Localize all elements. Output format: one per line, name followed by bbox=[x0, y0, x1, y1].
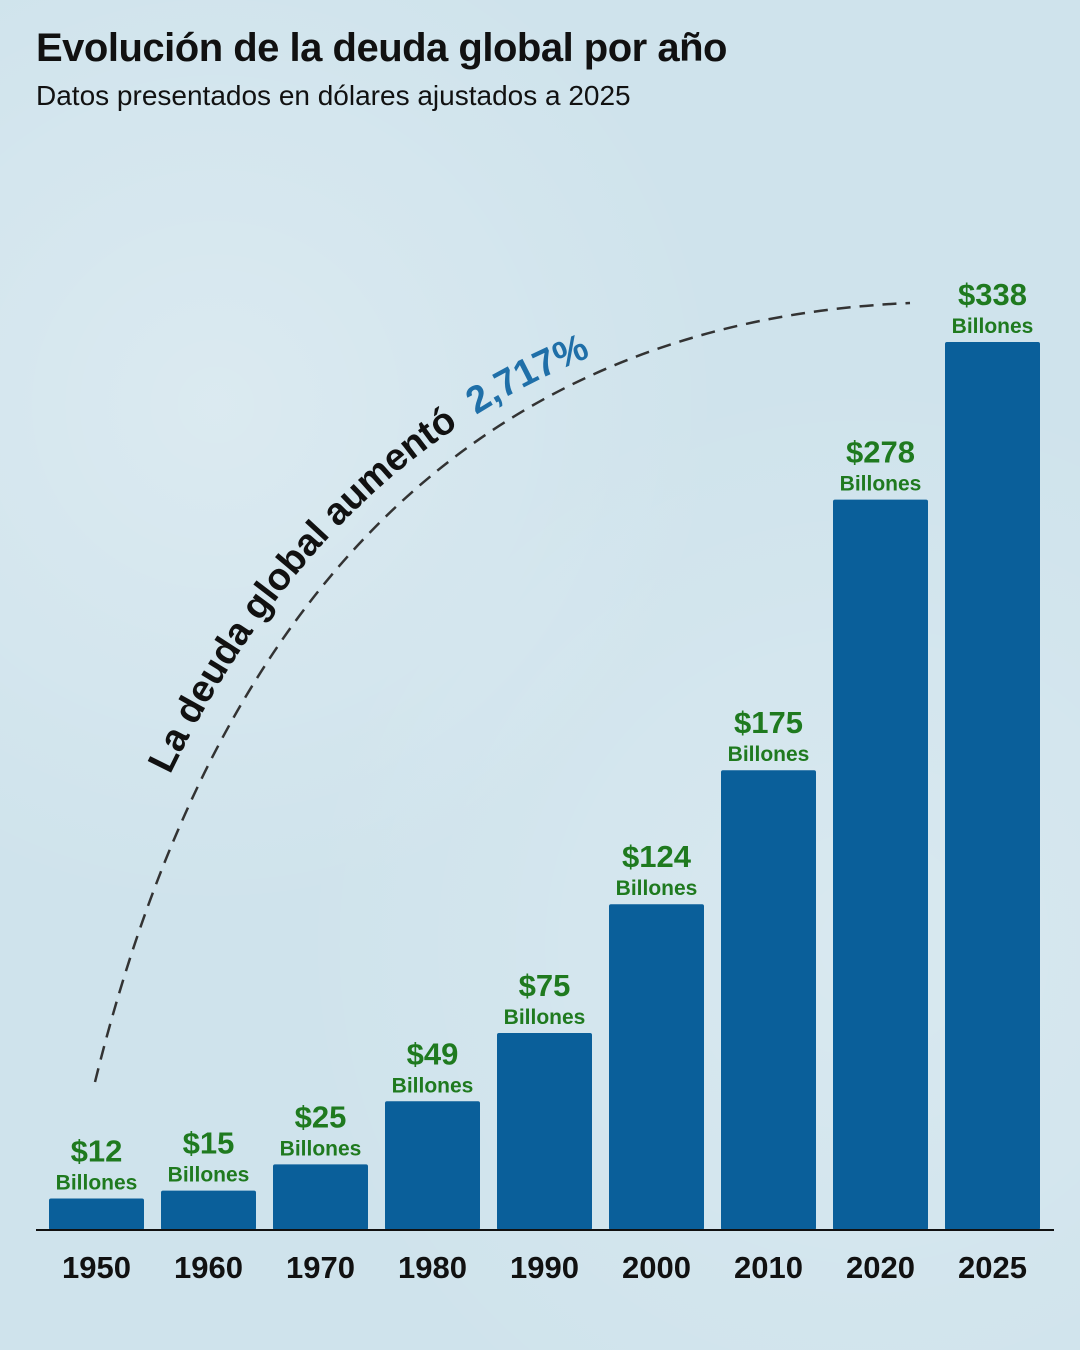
unit-label-2025: Billones bbox=[952, 315, 1034, 338]
unit-label-1980: Billones bbox=[392, 1074, 474, 1097]
x-tick-1950: 1950 bbox=[62, 1250, 131, 1285]
page-title: Evolución de la deuda global por año bbox=[36, 26, 727, 70]
value-label-1950: $12 bbox=[71, 1133, 123, 1168]
unit-label-1990: Billones bbox=[504, 1006, 586, 1029]
bar-1960 bbox=[161, 1190, 256, 1230]
trend-arc bbox=[93, 301, 911, 1083]
value-label-1980: $49 bbox=[407, 1036, 459, 1071]
x-tick-1990: 1990 bbox=[510, 1250, 579, 1285]
bar-1950 bbox=[49, 1198, 144, 1230]
value-label-2020: $278 bbox=[846, 435, 915, 470]
x-tick-1960: 1960 bbox=[174, 1250, 243, 1285]
unit-label-2000: Billones bbox=[616, 877, 698, 900]
annotation: La deuda global aumentó 2,717% bbox=[140, 326, 594, 779]
bar-2010 bbox=[721, 770, 816, 1230]
x-tick-2010: 2010 bbox=[734, 1250, 803, 1285]
bar-2020 bbox=[833, 499, 928, 1230]
bar-1990 bbox=[497, 1032, 592, 1230]
unit-label-1950: Billones bbox=[56, 1171, 138, 1194]
unit-label-1970: Billones bbox=[280, 1137, 362, 1160]
x-tick-2025: 2025 bbox=[958, 1250, 1027, 1285]
annotation-highlight: 2,717% bbox=[459, 326, 594, 422]
value-label-2000: $124 bbox=[622, 839, 692, 874]
value-label-2010: $175 bbox=[734, 705, 803, 740]
bar-2025 bbox=[945, 342, 1040, 1230]
value-label-2025: $338 bbox=[958, 277, 1027, 312]
x-tick-1970: 1970 bbox=[286, 1250, 355, 1285]
annotation-text: La deuda global aumentó bbox=[140, 399, 463, 779]
value-label-1990: $75 bbox=[519, 968, 571, 1003]
bar-2000 bbox=[609, 904, 704, 1230]
unit-label-2020: Billones bbox=[840, 473, 922, 496]
bar-1980 bbox=[385, 1101, 480, 1230]
x-tick-2020: 2020 bbox=[846, 1250, 915, 1285]
page-subtitle: Datos presentados en dólares ajustados a… bbox=[36, 80, 631, 111]
unit-label-1960: Billones bbox=[168, 1164, 250, 1187]
bar-1970 bbox=[273, 1164, 368, 1230]
value-label-1960: $15 bbox=[183, 1126, 235, 1161]
value-label-1970: $25 bbox=[295, 1099, 347, 1134]
unit-label-2010: Billones bbox=[728, 743, 810, 766]
x-tick-1980: 1980 bbox=[398, 1250, 467, 1285]
x-tick-2000: 2000 bbox=[622, 1250, 691, 1285]
